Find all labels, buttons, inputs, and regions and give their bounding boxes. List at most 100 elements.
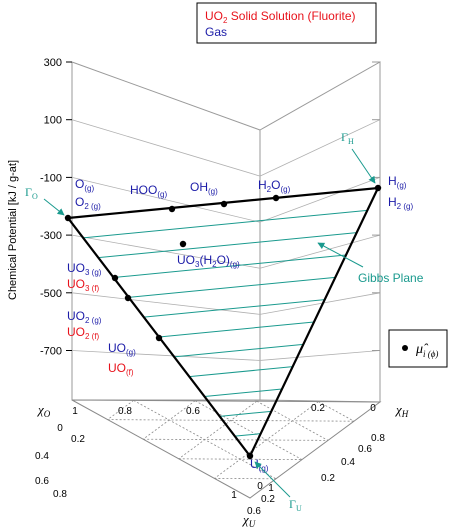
y-tick-label: -500 <box>40 288 62 300</box>
gridline-left <box>71 292 261 315</box>
gibbs-plane-hatching <box>83 209 368 437</box>
legend: UO2 Solid Solution (Fluorite) Gas <box>196 2 377 44</box>
xH-tick-label: 1 <box>268 483 274 494</box>
species-point: U(g) <box>246 452 269 473</box>
gridline-right <box>259 292 381 315</box>
gridline-left <box>71 119 261 177</box>
gibbs-hatch-line <box>143 299 325 318</box>
species-label: UO(f) <box>108 361 134 377</box>
species-point: HOO(g) <box>130 183 176 213</box>
xH-tick-label: 0.6 <box>358 444 372 455</box>
y-tick-label: -300 <box>40 230 62 242</box>
gridline-right <box>259 350 381 361</box>
species-point: UO3 (g)UO3 (f) <box>67 261 119 293</box>
xH-back-tick-label: 0.2 <box>311 403 325 414</box>
species-point: UO(g) UO(f) <box>108 334 163 377</box>
gridline-right <box>259 119 381 177</box>
gibbs-hatch-line <box>219 410 272 417</box>
species-label: UO3 (f) <box>67 277 100 293</box>
plot-frame <box>71 61 381 460</box>
species-dot <box>124 294 132 302</box>
xH-tick-label: 0.4 <box>341 457 355 468</box>
back-right-panel <box>259 61 381 403</box>
gibbs-hatch-line <box>204 388 283 397</box>
gridline-left <box>71 234 261 269</box>
species-label: UO3 (g) <box>67 261 102 277</box>
species-dot <box>179 240 187 248</box>
species-label: O2 (g) <box>75 195 101 211</box>
species-dot <box>64 214 72 222</box>
xH-back-tick-label: 0 <box>370 403 376 414</box>
species-dot <box>374 184 382 192</box>
y-axis: 300 100 -100 -300 -500 -700 <box>40 57 380 358</box>
species-point: H2O(g) <box>258 178 291 202</box>
xH-tick-label: 0.8 <box>371 433 385 444</box>
gibbs-hatch-line <box>128 276 336 298</box>
floor-grid <box>133 400 277 480</box>
floor-grid <box>214 401 319 479</box>
floor-grid <box>318 401 355 422</box>
gibbs-hatch-line <box>83 209 368 239</box>
ternary-ticks: 1 0.8 0.6 00.200.40.60.80.210.80.60.40.210.… <box>35 402 409 528</box>
gamma-h-arrow <box>351 148 376 184</box>
xU-tick-label: 0.2 <box>261 494 275 505</box>
species-label: OH(g) <box>190 180 218 196</box>
gamma-o-label: ΓO <box>25 185 38 201</box>
species-points: O(g) O2 (g) HOO(g) OH(g) H2O(g) H(g) H2 (g) UO3… <box>64 174 413 473</box>
xO-tick-label: 0.6 <box>186 406 200 417</box>
gridline-left <box>71 177 261 223</box>
species-label: UO2 (g) <box>67 309 102 325</box>
xH-axis-title: χH <box>394 402 409 419</box>
gridlines <box>71 119 381 361</box>
y-tick-label: -700 <box>40 346 62 358</box>
species-dot <box>155 334 163 342</box>
species-dot <box>272 194 280 202</box>
back-left-panel <box>71 62 261 401</box>
gibbs-hatch-line <box>158 321 315 338</box>
marker-legend: μ̂i (ϕ) <box>388 329 448 368</box>
floor-grid <box>107 400 134 420</box>
y-axis-title: Chemical Potential [kJ / g-at] <box>7 160 19 300</box>
species-label: UO(g) <box>108 341 136 357</box>
xU-tick-label: 0 <box>257 481 263 492</box>
species-label: UO2 (f) <box>67 325 100 341</box>
species-dot <box>111 274 119 282</box>
species-label: U(g) <box>250 457 269 473</box>
annotations: ΓO ΓH ΓU Gibbs Plane <box>25 130 424 513</box>
xO-tick-label: 0.6 <box>247 506 261 517</box>
floor-outline <box>71 399 382 499</box>
species-label: H2O(g) <box>258 178 291 194</box>
gridline-right <box>259 234 381 269</box>
species-label: H2 (g) <box>388 195 413 211</box>
xO-tick-label: 0.8 <box>118 406 132 417</box>
gridline-right <box>259 177 381 223</box>
marker-legend-dot <box>402 345 408 351</box>
xH-tick-label: 0.2 <box>321 473 335 484</box>
floor-triangle <box>71 399 382 499</box>
species-dot <box>246 452 254 460</box>
legend-entry-gas: Gas <box>205 25 227 39</box>
species-point: UO3(H2O)(g) <box>177 240 240 269</box>
floor-grid <box>195 400 303 460</box>
gridline-left <box>71 350 261 361</box>
species-point: UO2 (g)UO2 (f) <box>67 294 132 341</box>
xU-tick-label: 0 <box>57 423 63 434</box>
panel-top-left <box>71 61 261 131</box>
xU-tick-label: 0.2 <box>71 434 85 445</box>
species-dot <box>220 200 228 208</box>
xO-axis-title: χO <box>36 402 51 419</box>
floor-grid <box>107 419 355 422</box>
gamma-h-label: ΓH <box>341 130 354 146</box>
xU-tick-label: 0.4 <box>35 451 49 462</box>
species-point: OH(g) <box>190 180 228 208</box>
legend-box <box>196 2 377 44</box>
marker-legend-box <box>388 329 448 368</box>
gamma-u-arrow <box>254 461 291 498</box>
xU-tick-label: 0.8 <box>53 489 67 500</box>
y-tick-label: 100 <box>44 115 62 127</box>
gibbs-hatch-line <box>174 343 304 358</box>
xO-tick-label: 1 <box>72 406 78 417</box>
species-dot <box>168 205 176 213</box>
species-label: H(g) <box>388 174 407 190</box>
